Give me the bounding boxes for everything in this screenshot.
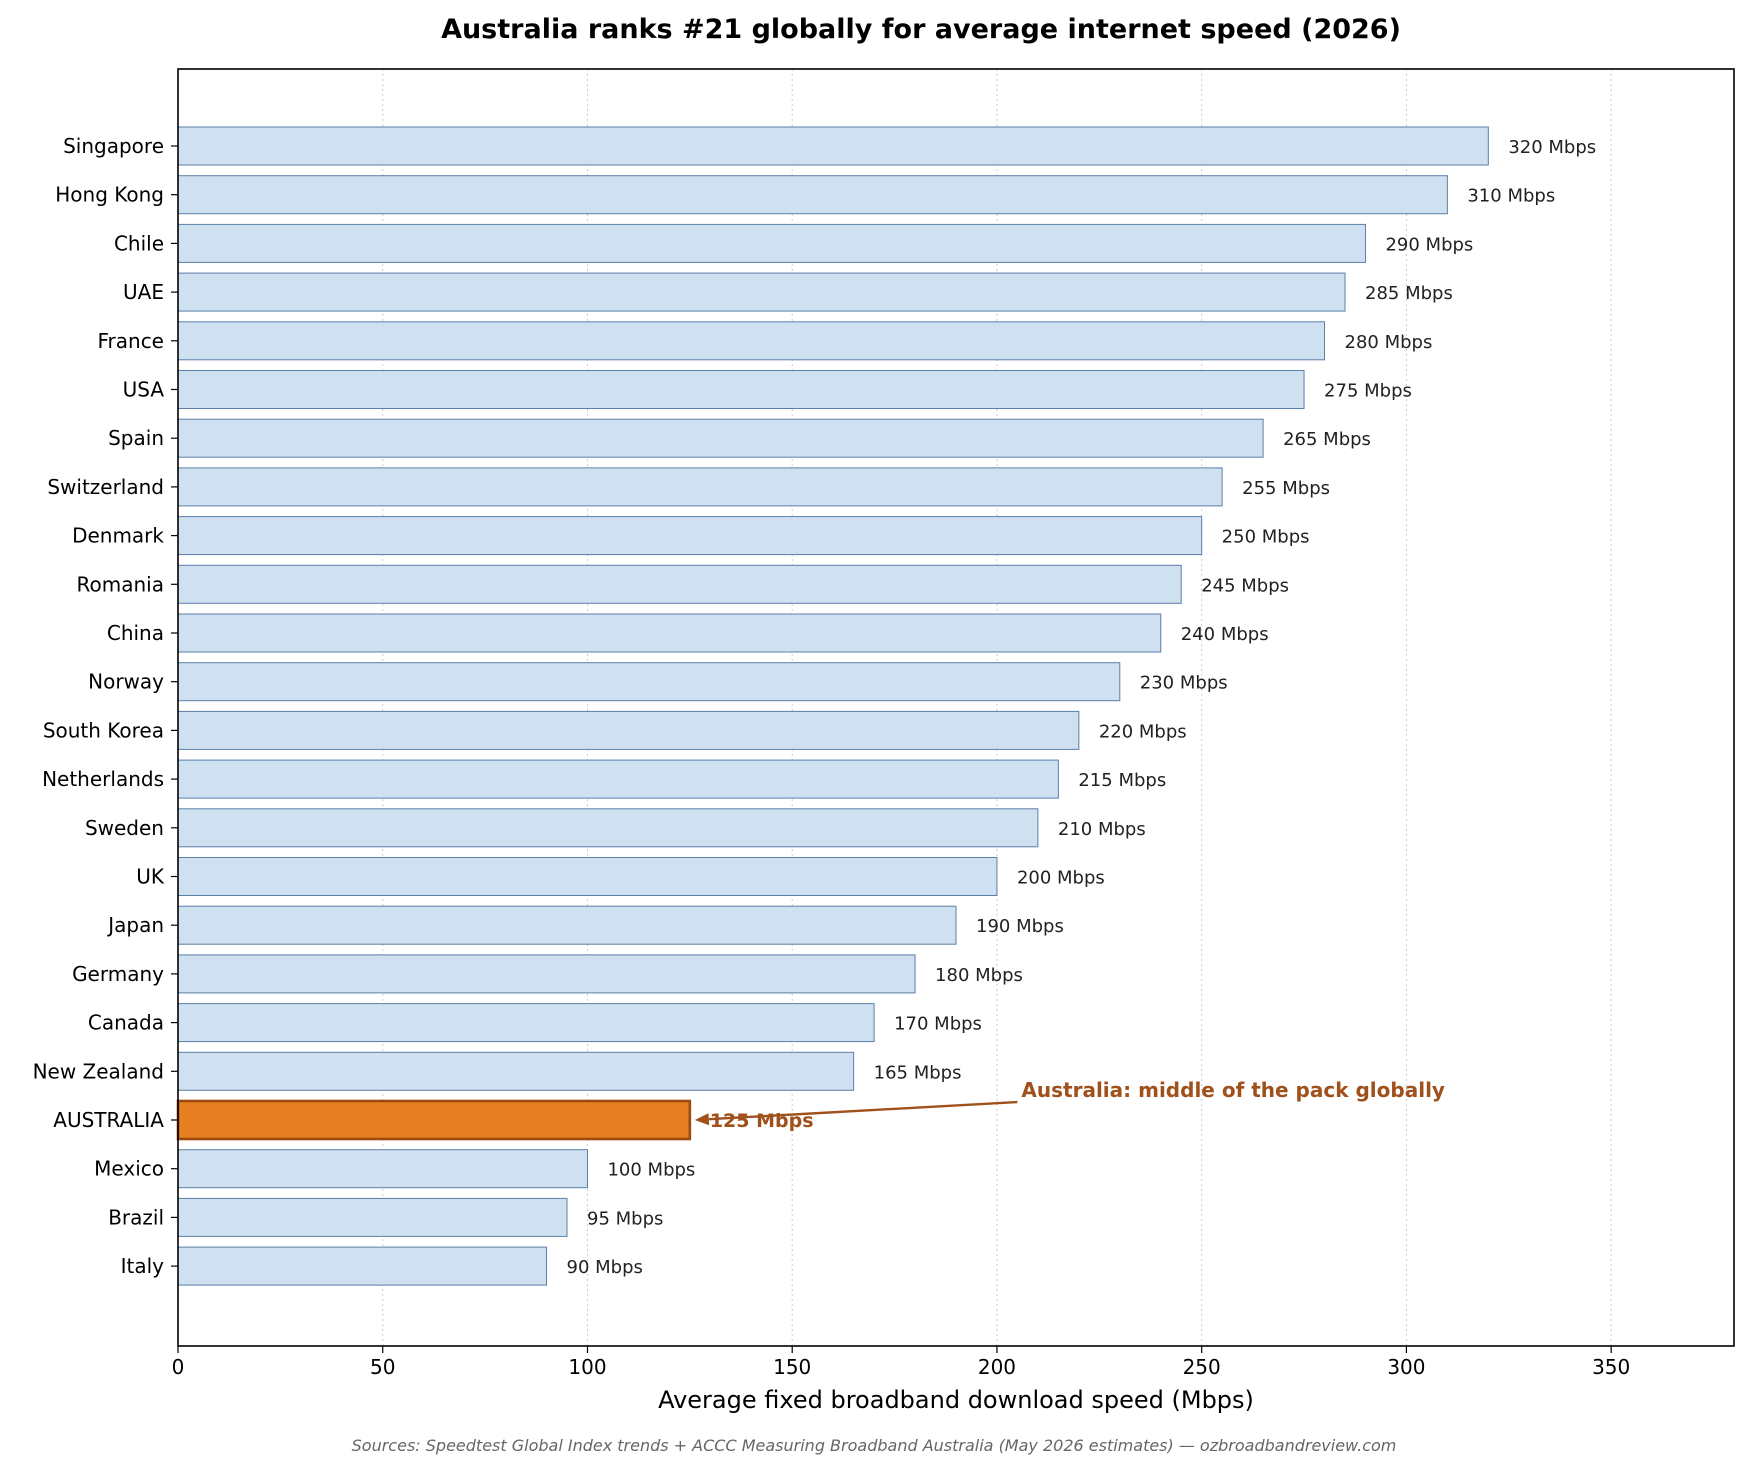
value-label: 165 Mbps: [874, 1062, 962, 1083]
x-tick-label: 200: [978, 1355, 1016, 1379]
y-tick-label: Netherlands: [42, 767, 164, 791]
x-tick-label: 150: [773, 1355, 811, 1379]
bar: [177, 905, 957, 945]
value-label: 100 Mbps: [607, 1160, 695, 1181]
y-tick-label: Hong Kong: [55, 183, 164, 207]
value-label: 220 Mbps: [1099, 721, 1187, 742]
x-axis: 0 50 100 150 200 250 300 350: [172, 1346, 1630, 1379]
value-label: 215 Mbps: [1078, 770, 1166, 791]
chart-title: Australia ranks #21 globally for average…: [441, 14, 1401, 45]
bar: [177, 564, 1182, 604]
source-note: Sources: Speedtest Global Index trends +…: [352, 1436, 1397, 1455]
bar: [177, 857, 998, 896]
value-label: 180 Mbps: [935, 965, 1023, 986]
bar: [177, 710, 1080, 750]
annotation-text: Australia: middle of the pack globally: [1021, 1078, 1445, 1102]
bar: [177, 1003, 875, 1043]
bar: [177, 759, 1059, 799]
y-tick-label: Japan: [106, 913, 164, 937]
bar-highlight: [176, 1099, 692, 1141]
y-tick-label: UAE: [123, 280, 164, 304]
bar: [177, 516, 1203, 556]
value-label: 310 Mbps: [1467, 186, 1555, 207]
x-tick-label: 0: [172, 1355, 185, 1379]
x-tick-label: 50: [370, 1355, 395, 1379]
value-label: 250 Mbps: [1222, 527, 1310, 548]
plot-frame: [177, 68, 1735, 1347]
y-tick-label: AUSTRALIA: [53, 1108, 164, 1132]
y-tick-label: Canada: [88, 1011, 164, 1035]
bar: [177, 808, 1039, 848]
bar: [177, 1149, 588, 1189]
bar: [177, 126, 1489, 166]
y-tick-label: Norway: [88, 670, 164, 694]
value-label: 90 Mbps: [567, 1257, 643, 1278]
y-tick-label: UK: [136, 865, 165, 889]
y-tick-label: France: [97, 329, 164, 353]
bar: [177, 223, 1366, 263]
bar: [177, 418, 1264, 458]
value-label: 190 Mbps: [976, 916, 1064, 937]
bar: [177, 613, 1162, 653]
value-label: 265 Mbps: [1283, 429, 1371, 450]
bar: [177, 321, 1326, 361]
value-label: 210 Mbps: [1058, 819, 1146, 840]
bar: [177, 1051, 855, 1091]
bar: [177, 662, 1121, 702]
bar: [177, 1197, 568, 1237]
x-tick-label: 250: [1183, 1355, 1221, 1379]
bar: [177, 954, 916, 994]
x-tick-label: 350: [1592, 1355, 1630, 1379]
y-tick-label: Sweden: [85, 816, 164, 840]
value-label: 320 Mbps: [1508, 137, 1596, 158]
y-tick-label: Mexico: [94, 1157, 164, 1181]
value-label: 170 Mbps: [894, 1014, 982, 1035]
y-tick-label: USA: [123, 378, 165, 402]
annotation: Australia: middle of the pack globally: [694, 1078, 1445, 1126]
bar: [177, 370, 1305, 409]
y-tick-label: New Zealand: [33, 1059, 164, 1083]
value-label: 285 Mbps: [1365, 283, 1453, 304]
y-tick-label: Spain: [108, 426, 164, 450]
value-label: 230 Mbps: [1140, 673, 1228, 694]
x-axis-label: Average fixed broadband download speed (…: [658, 1386, 1254, 1414]
value-label: 275 Mbps: [1324, 381, 1412, 402]
y-tick-label: Chile: [114, 231, 164, 255]
bars: [176, 126, 1489, 1286]
value-label: 200 Mbps: [1017, 868, 1105, 889]
y-tick-label: Romania: [77, 572, 164, 596]
y-tick-label: South Korea: [43, 718, 164, 742]
bar: [177, 175, 1448, 215]
y-tick-label: Italy: [121, 1254, 165, 1278]
x-tick-label: 100: [568, 1355, 606, 1379]
y-tick-label: Singapore: [63, 134, 164, 158]
bar: [177, 272, 1346, 312]
y-tick-label: China: [107, 621, 164, 645]
annotation-arrow-line: [708, 1100, 1018, 1121]
bar: [177, 467, 1223, 507]
annotation-arrow-head: [694, 1113, 710, 1126]
value-label: 245 Mbps: [1201, 575, 1289, 596]
y-tick-label: Brazil: [108, 1205, 164, 1229]
value-labels: 320 Mbps 310 Mbps 290 Mbps 285 Mbps 280 Mbps…: [567, 137, 1597, 1278]
value-label: 240 Mbps: [1181, 624, 1269, 645]
y-tick-label: Switzerland: [47, 475, 164, 499]
x-tick-label: 300: [1387, 1355, 1425, 1379]
y-tick-label: Denmark: [72, 524, 164, 548]
value-label: 255 Mbps: [1242, 478, 1330, 499]
value-label: 290 Mbps: [1385, 234, 1473, 255]
value-label: 280 Mbps: [1345, 332, 1433, 353]
value-label: 95 Mbps: [587, 1208, 663, 1229]
bar: [177, 1246, 548, 1286]
y-tick-label: Germany: [72, 962, 164, 986]
y-axis: Singapore Hong Kong Chile UAE France USA Spain…: [33, 134, 178, 1278]
